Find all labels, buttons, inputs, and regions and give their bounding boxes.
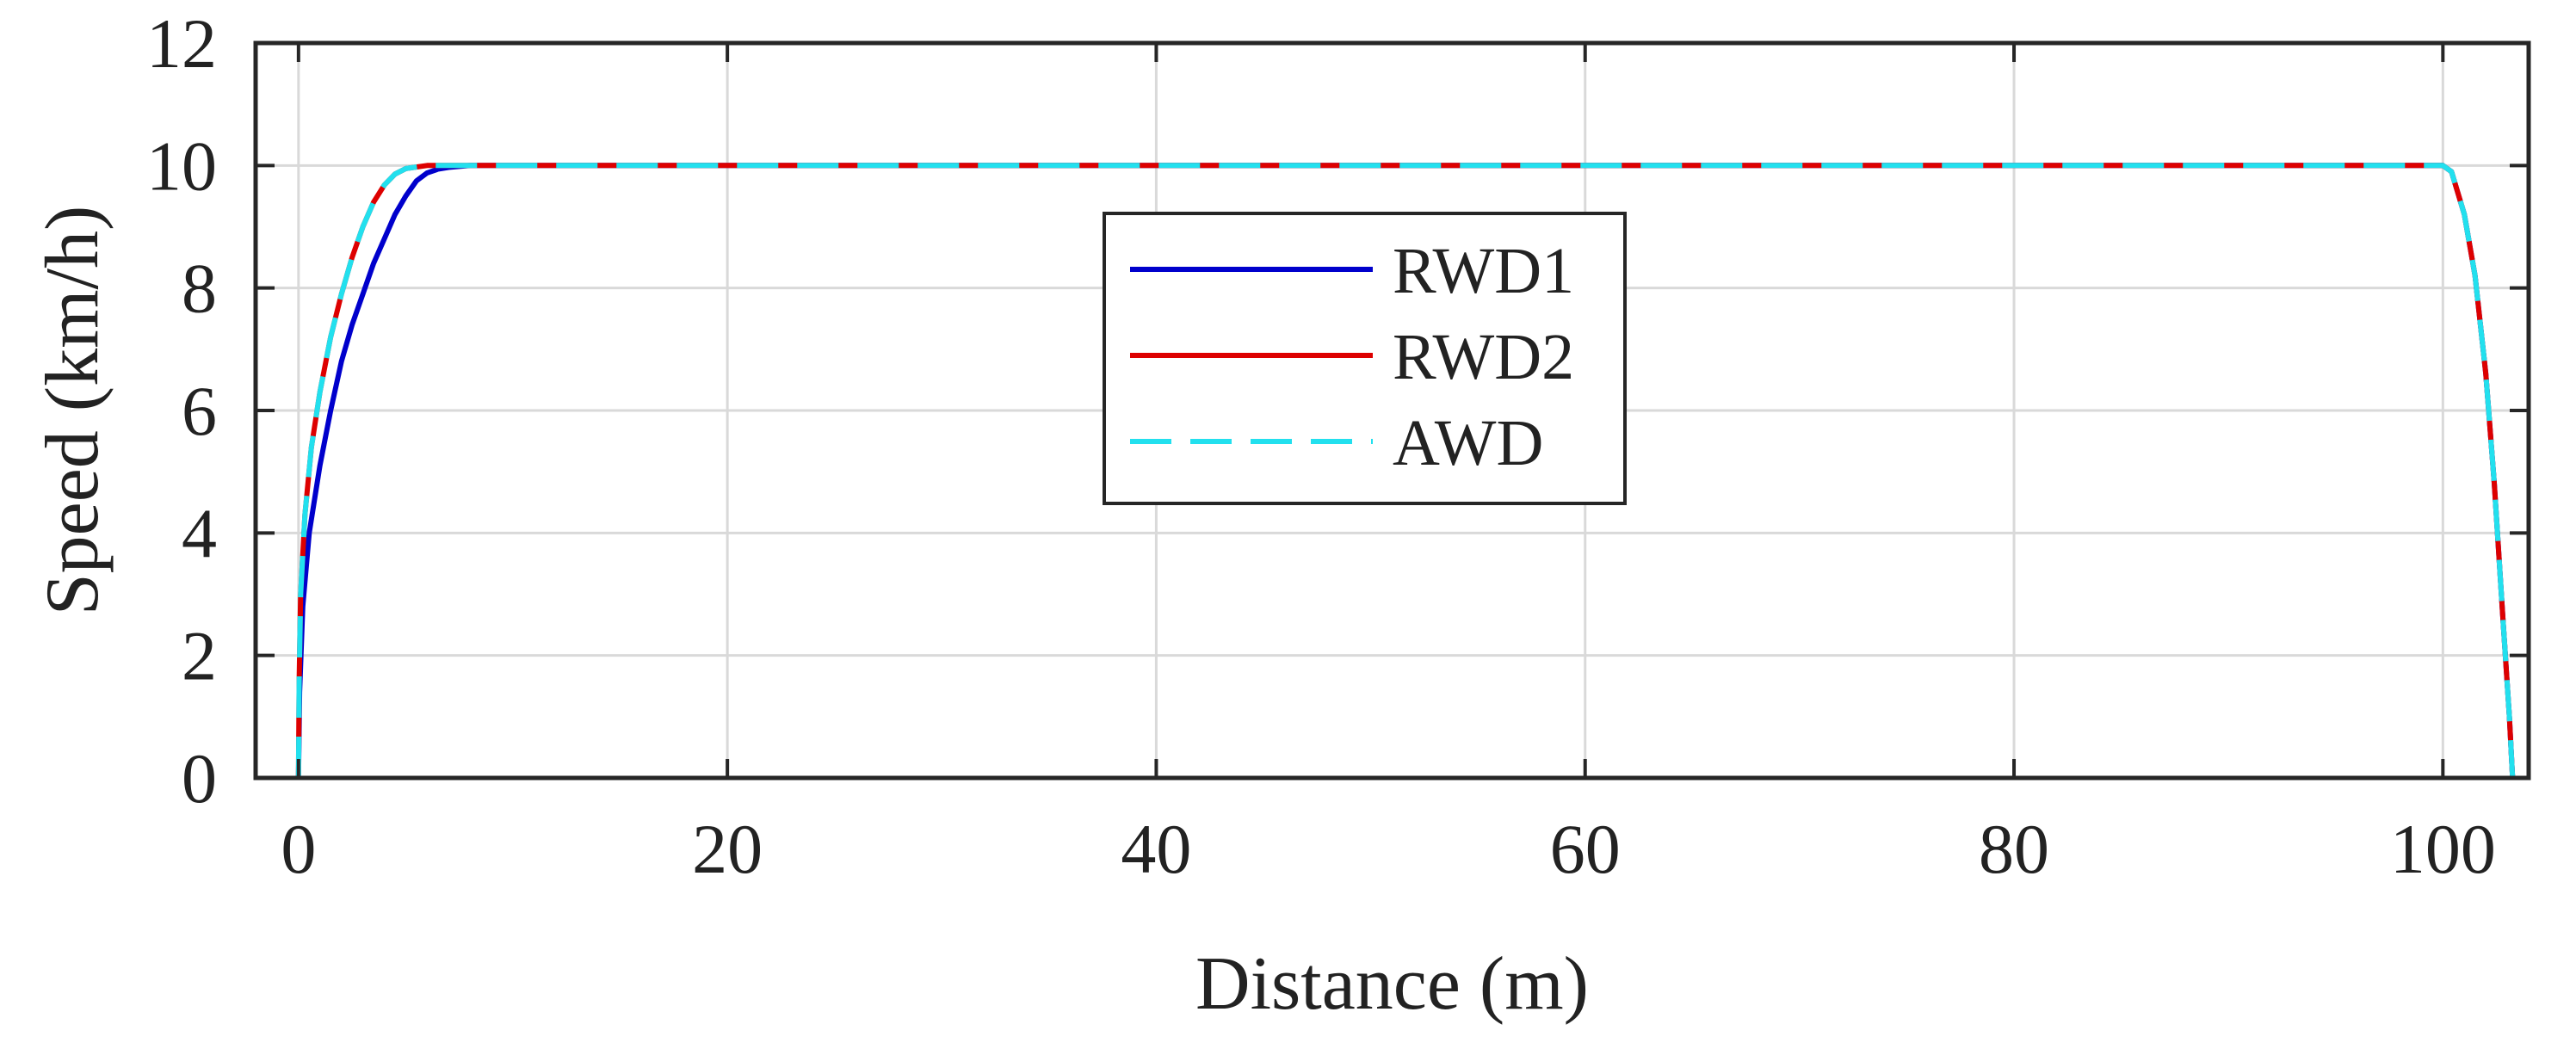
x-tick-label: 80 [1979, 810, 2049, 888]
legend-label: AWD [1393, 407, 1543, 479]
y-tick-label: 8 [182, 250, 217, 328]
x-tick-label: 40 [1121, 810, 1191, 888]
y-axis-label: Speed (km/h) [31, 206, 114, 616]
legend-box [1103, 212, 1627, 505]
y-tick-label: 4 [182, 494, 217, 572]
x-tick-label: 20 [692, 810, 763, 888]
x-tick-label: 60 [1550, 810, 1621, 888]
legend-label: RWD2 [1393, 321, 1574, 393]
y-tick-label: 10 [146, 126, 217, 205]
legend-label: RWD1 [1393, 235, 1574, 307]
x-axis-label: Distance (m) [1195, 942, 1589, 1026]
legend: RWD1 RWD2 AWD [1103, 212, 1627, 505]
series-lines [295, 163, 2516, 779]
x-tick-label: 0 [281, 810, 316, 888]
y-tick-label: 0 [182, 739, 217, 818]
y-tick-label: 2 [182, 617, 217, 695]
y-tick-label: 6 [182, 372, 217, 450]
x-tick-label: 100 [2390, 810, 2496, 888]
y-tick-label: 12 [146, 4, 217, 83]
series-line-awd [295, 163, 2516, 779]
axis-ticks: 0 20 40 60 80 100 0 2 4 6 8 10 12 [146, 4, 2529, 888]
